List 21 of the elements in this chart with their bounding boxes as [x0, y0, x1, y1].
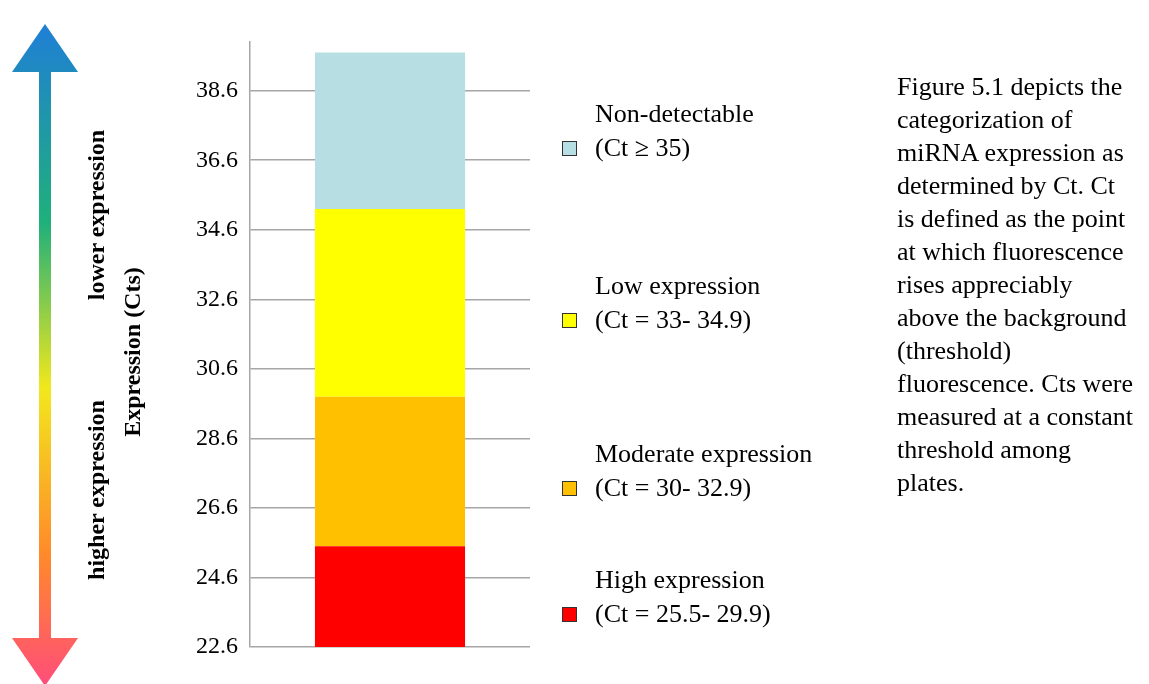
bar [314, 52, 466, 209]
legend-label: High expression (Ct = 25.5- 29.9) [595, 563, 771, 630]
y-tick-label: 34.6 [196, 215, 238, 242]
bar [314, 396, 466, 547]
legend-label: Low expression (Ct = 33- 34.9) [595, 269, 761, 336]
text: Figure 5.1 depicts the categorization of miRNA expression as determined by Ct. Ct is defined as the point at which fluorescence rises appreciably above the background (threshold) fluorescence. Cts were measured at a constant threshold among plates. [897, 72, 1134, 497]
text: lower expression [82, 129, 110, 301]
legend-label: Moderate expression (Ct = 30- 32.9) [595, 438, 813, 505]
y-tick-label: 38.6 [196, 75, 238, 102]
legend-label: Non-detectable (Ct ≥ 35) [595, 97, 754, 164]
y-tick-label: 32.6 [196, 284, 238, 311]
y-tick-label: 28.6 [196, 423, 238, 450]
y-tick-label: 26.6 [196, 493, 238, 520]
y-tick-label: 30.6 [196, 354, 238, 381]
bar [314, 546, 466, 647]
bar [314, 208, 466, 397]
y-tick-label: 36.6 [196, 145, 238, 172]
y-tick-label: 22.6 [196, 632, 238, 659]
y-axis-title: Expression (Cts) [118, 267, 146, 437]
y-tick-label: 24.6 [196, 562, 238, 589]
text: higher expression [82, 400, 110, 580]
